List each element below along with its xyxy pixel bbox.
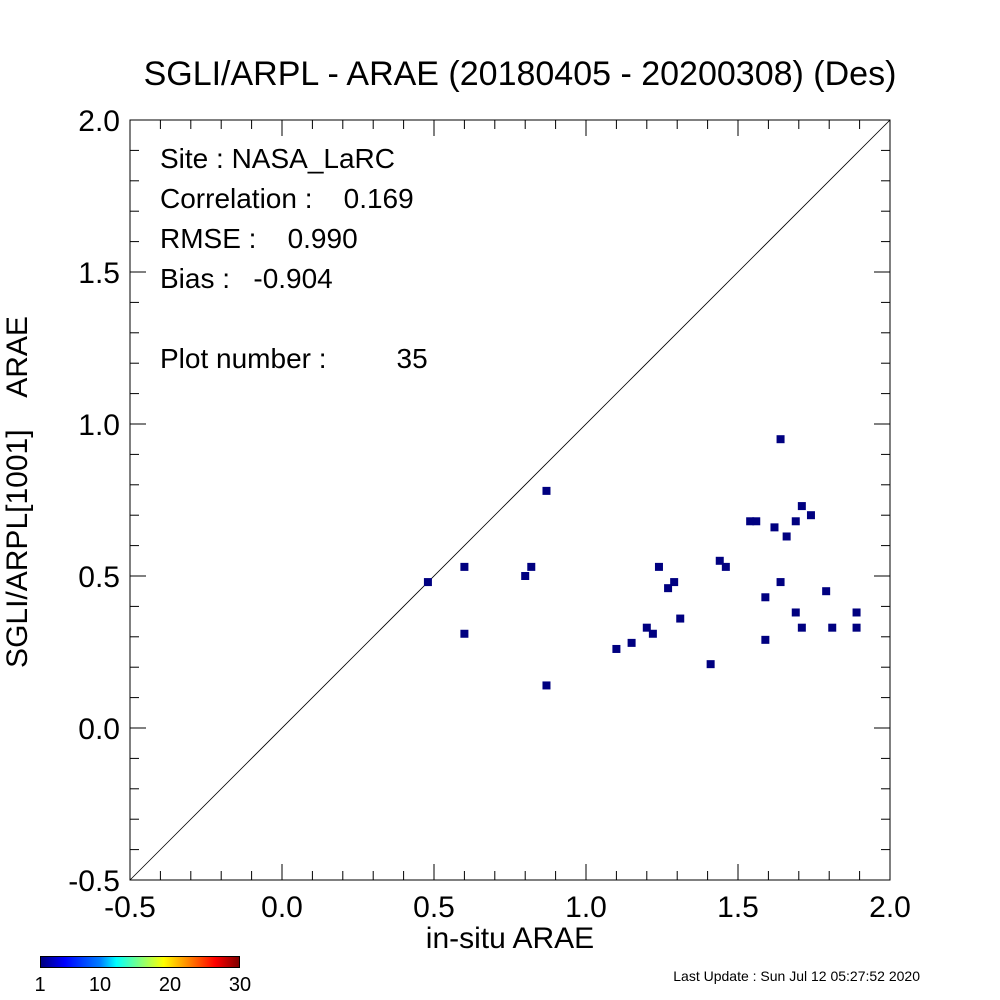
data-point bbox=[852, 623, 861, 632]
y-tick-label: 0.0 bbox=[78, 713, 120, 746]
data-point bbox=[627, 638, 636, 647]
data-point bbox=[460, 629, 469, 638]
data-point bbox=[770, 523, 779, 532]
stat-bias: Bias : -0.904 bbox=[160, 263, 333, 294]
y-tick-label: 0.5 bbox=[78, 561, 120, 594]
data-point bbox=[852, 608, 861, 617]
colorbar bbox=[40, 956, 240, 968]
stat-site: Site : NASA_LaRC bbox=[160, 143, 395, 174]
data-point bbox=[423, 578, 432, 587]
x-axis-label: in-situ ARAE bbox=[425, 922, 595, 955]
y-tick-label: -0.5 bbox=[68, 865, 120, 898]
data-point bbox=[715, 556, 724, 565]
colorbar-tick: 20 bbox=[158, 974, 182, 996]
y-tick-label: 2.0 bbox=[78, 105, 120, 138]
data-point bbox=[542, 681, 551, 690]
data-point bbox=[797, 502, 806, 511]
y-axis-label: SGLI/ARPL[1001] ARAE bbox=[1, 316, 34, 668]
data-point bbox=[706, 660, 715, 669]
data-point bbox=[806, 511, 815, 520]
data-point bbox=[676, 614, 685, 623]
y-tick-label: 1.5 bbox=[78, 257, 120, 290]
data-point bbox=[664, 584, 673, 593]
x-tick-label: 1.5 bbox=[717, 891, 759, 924]
data-point bbox=[776, 435, 785, 444]
colorbar-tick: 30 bbox=[228, 974, 252, 996]
data-point bbox=[761, 635, 770, 644]
y-tick-label: 1.0 bbox=[78, 409, 120, 442]
x-tick-label: 0.5 bbox=[413, 891, 455, 924]
data-point bbox=[460, 562, 469, 571]
data-point bbox=[642, 623, 651, 632]
colorbar-tick: 1 bbox=[34, 974, 46, 996]
data-point bbox=[612, 644, 621, 653]
data-point bbox=[752, 517, 761, 526]
data-point bbox=[670, 578, 679, 587]
data-point bbox=[776, 578, 785, 587]
x-tick-label: 1.0 bbox=[565, 891, 607, 924]
data-point bbox=[521, 572, 530, 580]
last-update-text: Last Update : Sun Jul 12 05:27:52 2020 bbox=[673, 968, 920, 984]
data-point bbox=[797, 623, 806, 632]
one-to-one-line bbox=[129, 119, 891, 881]
data-point bbox=[761, 593, 770, 602]
chart-title: SGLI/ARPL - ARAE (20180405 - 20200308) (… bbox=[143, 55, 897, 93]
data-point bbox=[822, 587, 831, 596]
x-tick-label: -0.5 bbox=[104, 891, 156, 924]
data-point bbox=[746, 517, 755, 526]
stat-rmse: RMSE : 0.990 bbox=[160, 223, 358, 254]
data-point bbox=[654, 562, 663, 571]
data-point bbox=[791, 517, 800, 526]
data-point bbox=[648, 629, 657, 638]
colorbar-tick: 10 bbox=[88, 974, 112, 996]
data-point bbox=[542, 486, 551, 495]
data-point bbox=[828, 623, 837, 632]
data-point bbox=[791, 608, 800, 617]
stat-plot-number: Plot number : 35 bbox=[160, 343, 428, 374]
stat-correlation: Correlation : 0.169 bbox=[160, 183, 414, 214]
data-point bbox=[721, 562, 730, 571]
plot-frame bbox=[129, 119, 891, 881]
data-point bbox=[527, 562, 536, 571]
x-tick-label: 2.0 bbox=[869, 891, 911, 924]
x-tick-label: 0.0 bbox=[261, 891, 303, 924]
data-point bbox=[782, 532, 791, 541]
